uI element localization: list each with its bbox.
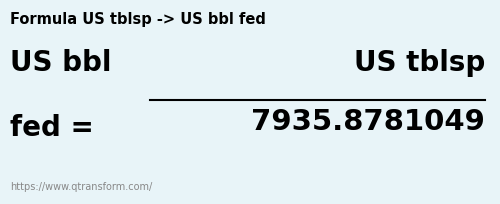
Text: US tblsp: US tblsp (354, 49, 485, 77)
Text: Formula US tblsp -> US bbl fed: Formula US tblsp -> US bbl fed (10, 12, 266, 27)
Text: fed =: fed = (10, 114, 94, 142)
Text: US bbl: US bbl (10, 49, 112, 77)
Text: https://www.qtransform.com/: https://www.qtransform.com/ (10, 182, 152, 192)
Text: 7935.8781049: 7935.8781049 (251, 108, 485, 136)
